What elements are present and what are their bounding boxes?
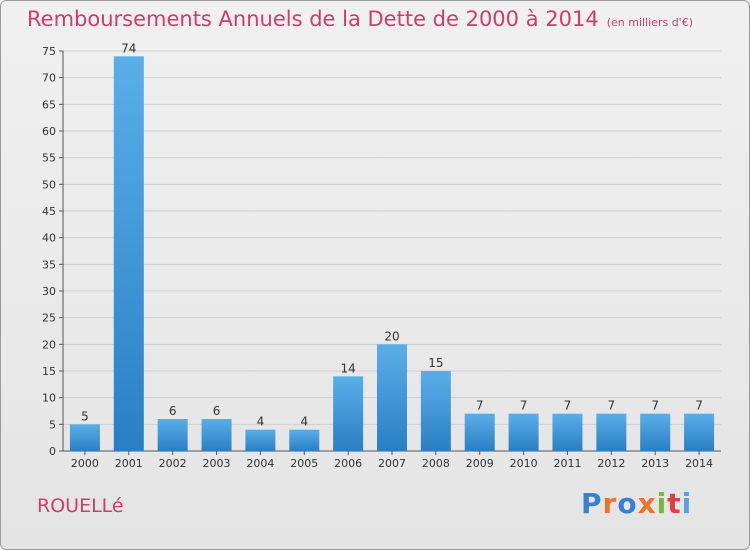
x-tick-label: 2003 [203,457,231,470]
bar-2013 [640,413,671,451]
data-label: 14 [340,361,355,375]
x-tick-label: 2010 [510,457,538,470]
bar-2000 [69,424,100,451]
y-tick-label: 75 [42,45,56,58]
logo-letter: x [637,487,657,520]
bar-2008 [420,371,451,451]
logo-letter: t [667,487,682,520]
data-label: 74 [121,41,136,55]
logo-letter: i [681,487,693,520]
y-tick-label: 30 [42,285,56,298]
bar-2004 [245,429,276,451]
proxiti-logo: Proxiti [581,487,692,520]
x-tick-label: 2011 [553,457,581,470]
bar-2009 [464,413,495,451]
bar-2003 [201,419,232,451]
y-tick-label: 0 [49,445,56,458]
bar-2005 [289,429,320,451]
chart-title-text: Remboursements Annuels de la Dette de 20… [27,7,599,31]
y-tick-label: 35 [42,258,56,271]
x-tick-label: 2001 [115,457,143,470]
y-tick-label: 70 [42,72,56,85]
bar-2012 [596,413,627,451]
y-tick-label: 25 [42,312,56,325]
x-tick-label: 2002 [159,457,187,470]
y-tick-label: 5 [49,418,56,431]
bar-2001 [113,56,144,451]
x-tick-label: 2014 [685,457,713,470]
y-tick-label: 50 [42,178,56,191]
data-label: 5 [81,409,89,423]
data-label: 6 [169,404,177,418]
place-name: ROUELLé [37,495,124,517]
labels: 0510152025303540455055606570755200074200… [42,41,713,470]
data-label: 7 [520,399,528,413]
x-tick-label: 2004 [246,457,274,470]
y-tick-label: 60 [42,125,56,138]
bars [69,56,715,451]
bar-2014 [684,413,715,451]
data-label: 7 [476,399,484,413]
logo-letter: P [581,487,603,520]
data-label: 7 [608,399,616,413]
logo-letter: o [617,487,638,520]
logo-letter: i [656,487,668,520]
x-tick-label: 2013 [641,457,669,470]
logo-letter: r [602,487,618,520]
y-tick-label: 40 [42,232,56,245]
x-tick-label: 2008 [422,457,450,470]
x-tick-label: 2007 [378,457,406,470]
y-tick-label: 20 [42,338,56,351]
data-label: 7 [695,399,703,413]
x-tick-label: 2000 [71,457,99,470]
bar-2011 [552,413,583,451]
y-tick-label: 10 [42,392,56,405]
chart-title: Remboursements Annuels de la Dette de 20… [27,7,693,31]
chart-unit-note: (en milliers d'€) [606,16,693,29]
data-label: 15 [428,356,443,370]
bar-2006 [333,376,364,451]
x-tick-label: 2009 [466,457,494,470]
y-tick-label: 15 [42,365,56,378]
x-tick-label: 2005 [290,457,318,470]
data-label: 7 [564,399,572,413]
x-tick-label: 2006 [334,457,362,470]
data-label: 6 [213,404,221,418]
x-tick-label: 2012 [597,457,625,470]
data-label: 4 [300,415,308,429]
y-tick-label: 45 [42,205,56,218]
data-label: 7 [651,399,659,413]
data-label: 20 [384,329,399,343]
data-label: 4 [257,415,265,429]
y-tick-label: 55 [42,152,56,165]
bar-2002 [157,419,188,451]
y-tick-label: 65 [42,98,56,111]
bar-2010 [508,413,539,451]
bar-2007 [377,344,407,451]
